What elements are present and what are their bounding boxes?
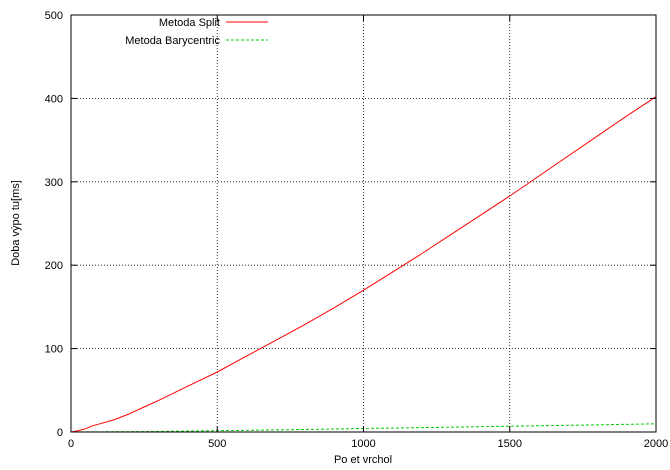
x-tick-label: 1000 <box>351 438 375 450</box>
y-tick-label: 400 <box>45 93 63 105</box>
y-tick-label: 0 <box>57 427 63 439</box>
series-line-metoda-split <box>70 96 657 433</box>
axis-ticks: 0 500 1000 1500 2000 0 100 200 300 400 500 <box>45 10 669 450</box>
y-tick-label: 200 <box>45 260 63 272</box>
y-tick-label: 300 <box>45 177 63 189</box>
x-tick-label: 2000 <box>644 438 668 450</box>
x-axis-label: Po et vrchol <box>334 454 392 466</box>
x-tick-label: 0 <box>68 438 74 450</box>
grid-lines <box>71 15 656 432</box>
legend-label: Metoda Barycentric <box>125 35 220 47</box>
legend: Metoda Split Metoda Barycentric <box>125 17 268 47</box>
y-tick-label: 100 <box>45 344 63 356</box>
x-tick-label: 1500 <box>498 438 522 450</box>
x-tick-label: 500 <box>208 438 226 450</box>
legend-label: Metoda Split <box>159 17 220 29</box>
y-axis-label: Doba výpo tu[ms] <box>10 180 22 266</box>
y-tick-label: 500 <box>45 10 63 22</box>
